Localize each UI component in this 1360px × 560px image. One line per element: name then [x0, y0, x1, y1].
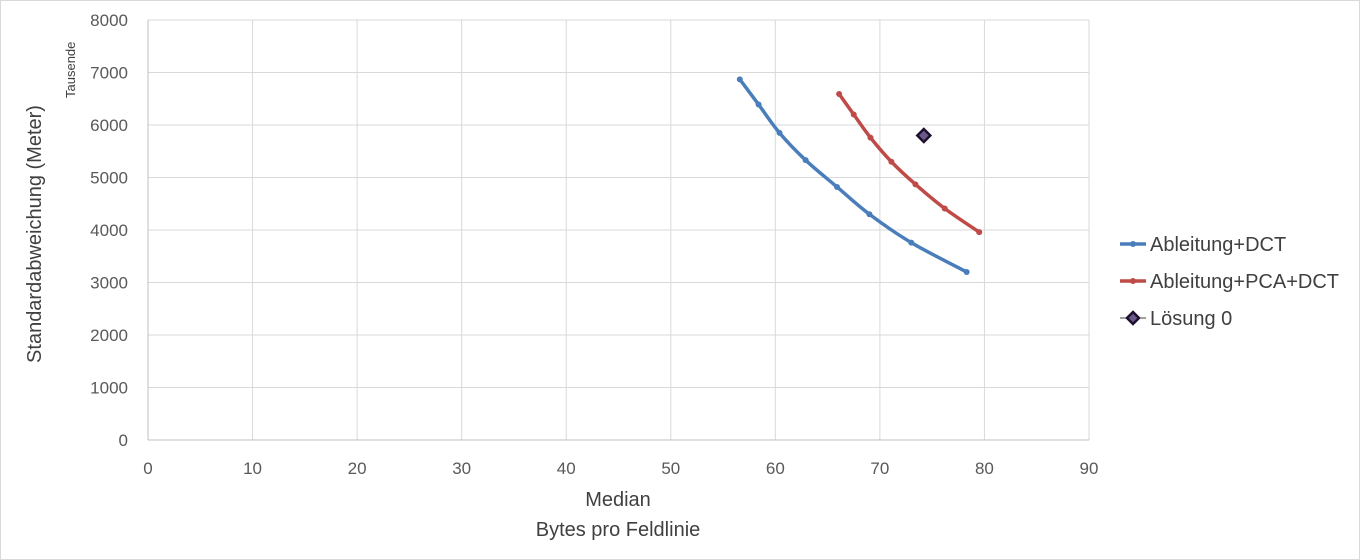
y-tick-label: 7000 [90, 64, 128, 83]
legend-label: Ableitung+PCA+DCT [1150, 271, 1339, 293]
y-tick-label: 1000 [90, 379, 128, 398]
y-axis-units: Tausende [63, 42, 78, 98]
y-tick-label: 6000 [90, 116, 128, 135]
legend-label: Ableitung+DCT [1150, 234, 1286, 256]
x-tick-label: 70 [870, 459, 889, 478]
data-point [915, 127, 933, 144]
series-line [738, 77, 969, 274]
legend: Ableitung+DCT Ableitung+PCA+DCT Lösung 0 [1120, 234, 1339, 330]
x-axis-title-line1: Median [585, 489, 651, 511]
data-point [776, 129, 783, 136]
data-point [963, 269, 970, 275]
legend-marker [1130, 241, 1136, 247]
data-point [736, 76, 743, 83]
data-point [888, 158, 895, 165]
data-point [802, 157, 809, 164]
data-point [836, 91, 843, 98]
data-point [976, 229, 983, 236]
x-tick-label: 90 [1080, 459, 1099, 478]
data-point [850, 111, 857, 118]
x-axis-title-line2: Bytes pro Feldlinie [536, 519, 701, 541]
data-point [912, 181, 919, 188]
x-tick-label: 30 [452, 459, 471, 478]
x-tick-label: 10 [243, 459, 262, 478]
data-point [908, 239, 915, 246]
x-tick-label: 80 [975, 459, 994, 478]
y-tick-label: 5000 [90, 169, 128, 188]
y-tick-label: 8000 [90, 11, 128, 30]
y-axis-title: Standardabweichung (Meter) [24, 105, 46, 363]
x-tick-label: 20 [348, 459, 367, 478]
data-point [834, 183, 841, 190]
x-tick-label: 60 [766, 459, 785, 478]
legend-label: Lösung 0 [1150, 308, 1232, 330]
series-line [837, 92, 981, 234]
tick-labels: 0 1000 2000 3000 4000 5000 6000 7000 8000 0 10 20 30… [90, 11, 1098, 478]
data-point [755, 101, 762, 108]
legend-marker [1125, 310, 1141, 326]
plot-series [736, 76, 983, 275]
x-tick-label: 50 [661, 459, 680, 478]
legend-marker [1130, 278, 1136, 284]
data-point [866, 211, 873, 218]
data-point [867, 134, 874, 141]
x-tick-label: 0 [143, 459, 152, 478]
y-tick-label: 4000 [90, 221, 128, 240]
y-tick-label: 3000 [90, 274, 128, 293]
data-point [941, 205, 948, 212]
x-tick-label: 40 [557, 459, 576, 478]
y-tick-label: 2000 [90, 326, 128, 345]
y-tick-label: 0 [119, 431, 128, 450]
grid [147, 19, 1090, 441]
